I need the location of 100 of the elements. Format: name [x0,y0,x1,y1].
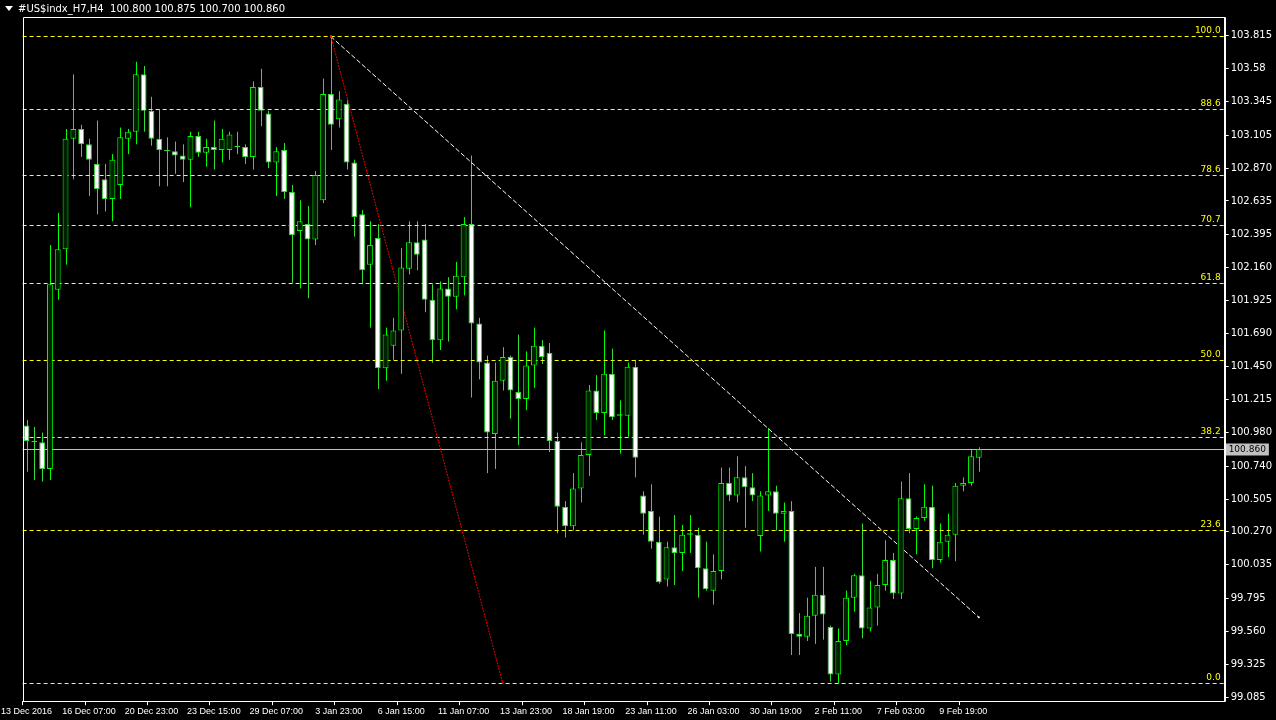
candlestick [811,566,818,645]
candlestick [671,514,678,586]
candlestick [273,146,280,197]
y-tick-label: 103.105 [1230,128,1273,140]
x-tick-label: 13 Jan 23:00 [500,706,553,717]
candlestick [210,120,217,171]
y-tick-label: 103.345 [1230,95,1273,107]
candlestick [257,68,264,127]
candlestick [515,334,522,446]
y-tick-label: 99.325 [1230,657,1266,669]
y-tick-label: 100.270 [1230,525,1273,537]
candlestick [499,346,506,392]
candlestick [93,120,100,215]
y-tick-label: 102.395 [1230,228,1273,240]
annotation: 88.6 [1200,98,1221,109]
y-tick-label: 99.560 [1230,624,1266,636]
candlestick [242,143,249,165]
candlestick [101,163,108,212]
y-tick-label: 103.58 [1230,62,1266,74]
x-tick-label: 6 Jan 15:00 [377,706,425,717]
candlestick [562,500,569,538]
candlestick [913,516,920,555]
y-tick-label: 102.635 [1230,194,1273,206]
candlestick [530,327,537,389]
candlestick [179,143,186,183]
candlestick [593,374,600,421]
candlestick [796,612,803,656]
candlestick [765,427,771,512]
candlestick [679,524,686,572]
chart-title: #US$indx_H7,H4 100.800 100.875 100.700 100.860 [18,3,286,14]
x-tick-label: 13 Dec 2016 [1,706,53,717]
ref-line-label: 100.860 [1228,443,1267,454]
candlestick [710,553,717,606]
annotation: 100.0 [1194,24,1221,35]
candlestick [296,199,303,289]
y-tick-label: 102.870 [1230,161,1273,173]
y-tick-label: 101.925 [1230,293,1273,305]
candlestick [741,465,748,529]
candlestick [804,597,810,642]
candlestick [390,317,397,361]
x-tick-label: 30 Jan 19:00 [749,706,802,717]
candlestick [975,446,982,473]
candlestick [195,131,202,158]
candlestick [70,73,77,180]
x-tick-label: 20 Dec 23:00 [124,706,179,717]
candlestick [125,128,131,155]
annotation: 38.2 [1200,425,1221,436]
candlestick [445,276,451,343]
candlestick [78,124,85,158]
candlestick [538,339,545,365]
x-tick-label: 11 Jan 07:00 [437,706,490,717]
candlestick [640,490,647,536]
candlestick [452,261,459,310]
annotation: 78.6 [1200,163,1221,174]
y-tick-label: 102.160 [1230,261,1273,273]
annotation: 61.8 [1200,271,1221,282]
candlestick [171,141,178,175]
x-tick-label: 23 Dec 15:00 [187,706,241,717]
y-tick-label: 100.505 [1230,492,1273,504]
candlestick [726,467,732,502]
y-tick-label: 100.740 [1230,459,1273,471]
candlestick [936,523,943,564]
annotation: 23.6 [1200,519,1221,530]
candlestick [850,573,857,613]
y-tick-label: 100.035 [1230,558,1273,570]
candlestick [156,108,163,187]
x-tick-label: 23 Jan 11:00 [625,706,677,717]
candlestick [921,483,928,522]
y-tick-label: 101.450 [1230,360,1273,372]
x-tick-label: 29 Dec 07:00 [249,706,304,717]
y-tick-label: 99.795 [1230,591,1266,603]
x-tick-label: 7 Feb 03:00 [876,706,925,717]
candlestick [335,90,342,129]
x-tick-label: 2 Feb 11:00 [814,706,862,717]
x-tick-label: 3 Jan 23:00 [315,706,363,717]
candlestick [819,566,826,641]
annotation: 70.7 [1200,214,1221,225]
candlestick [874,573,881,627]
candlestick [413,220,420,271]
y-tick-label: 103.815 [1230,29,1273,41]
y-tick-label: 99.085 [1230,691,1266,703]
candlestick [733,455,740,504]
y-tick-label: 101.690 [1230,326,1273,338]
candlestick [367,220,373,329]
y-tick-label: 101.215 [1230,393,1273,405]
candlestick [882,539,889,592]
candlestick [86,138,92,197]
x-tick-label: 18 Jan 19:00 [562,706,615,717]
x-tick-label: 9 Feb 19:00 [939,706,988,717]
annotation: 50.0 [1200,348,1221,359]
candlestick [218,128,225,164]
candlestick [203,138,209,168]
x-tick-label: 16 Dec 07:00 [62,706,116,717]
candlestick [780,502,787,543]
candlestick [749,472,756,502]
annotation: 0.0 [1206,671,1221,682]
x-tick-label: 26 Jan 03:00 [687,706,740,717]
candlestick [772,485,779,531]
candlestick [702,541,709,592]
y-tick-label: 100.980 [1230,426,1273,438]
